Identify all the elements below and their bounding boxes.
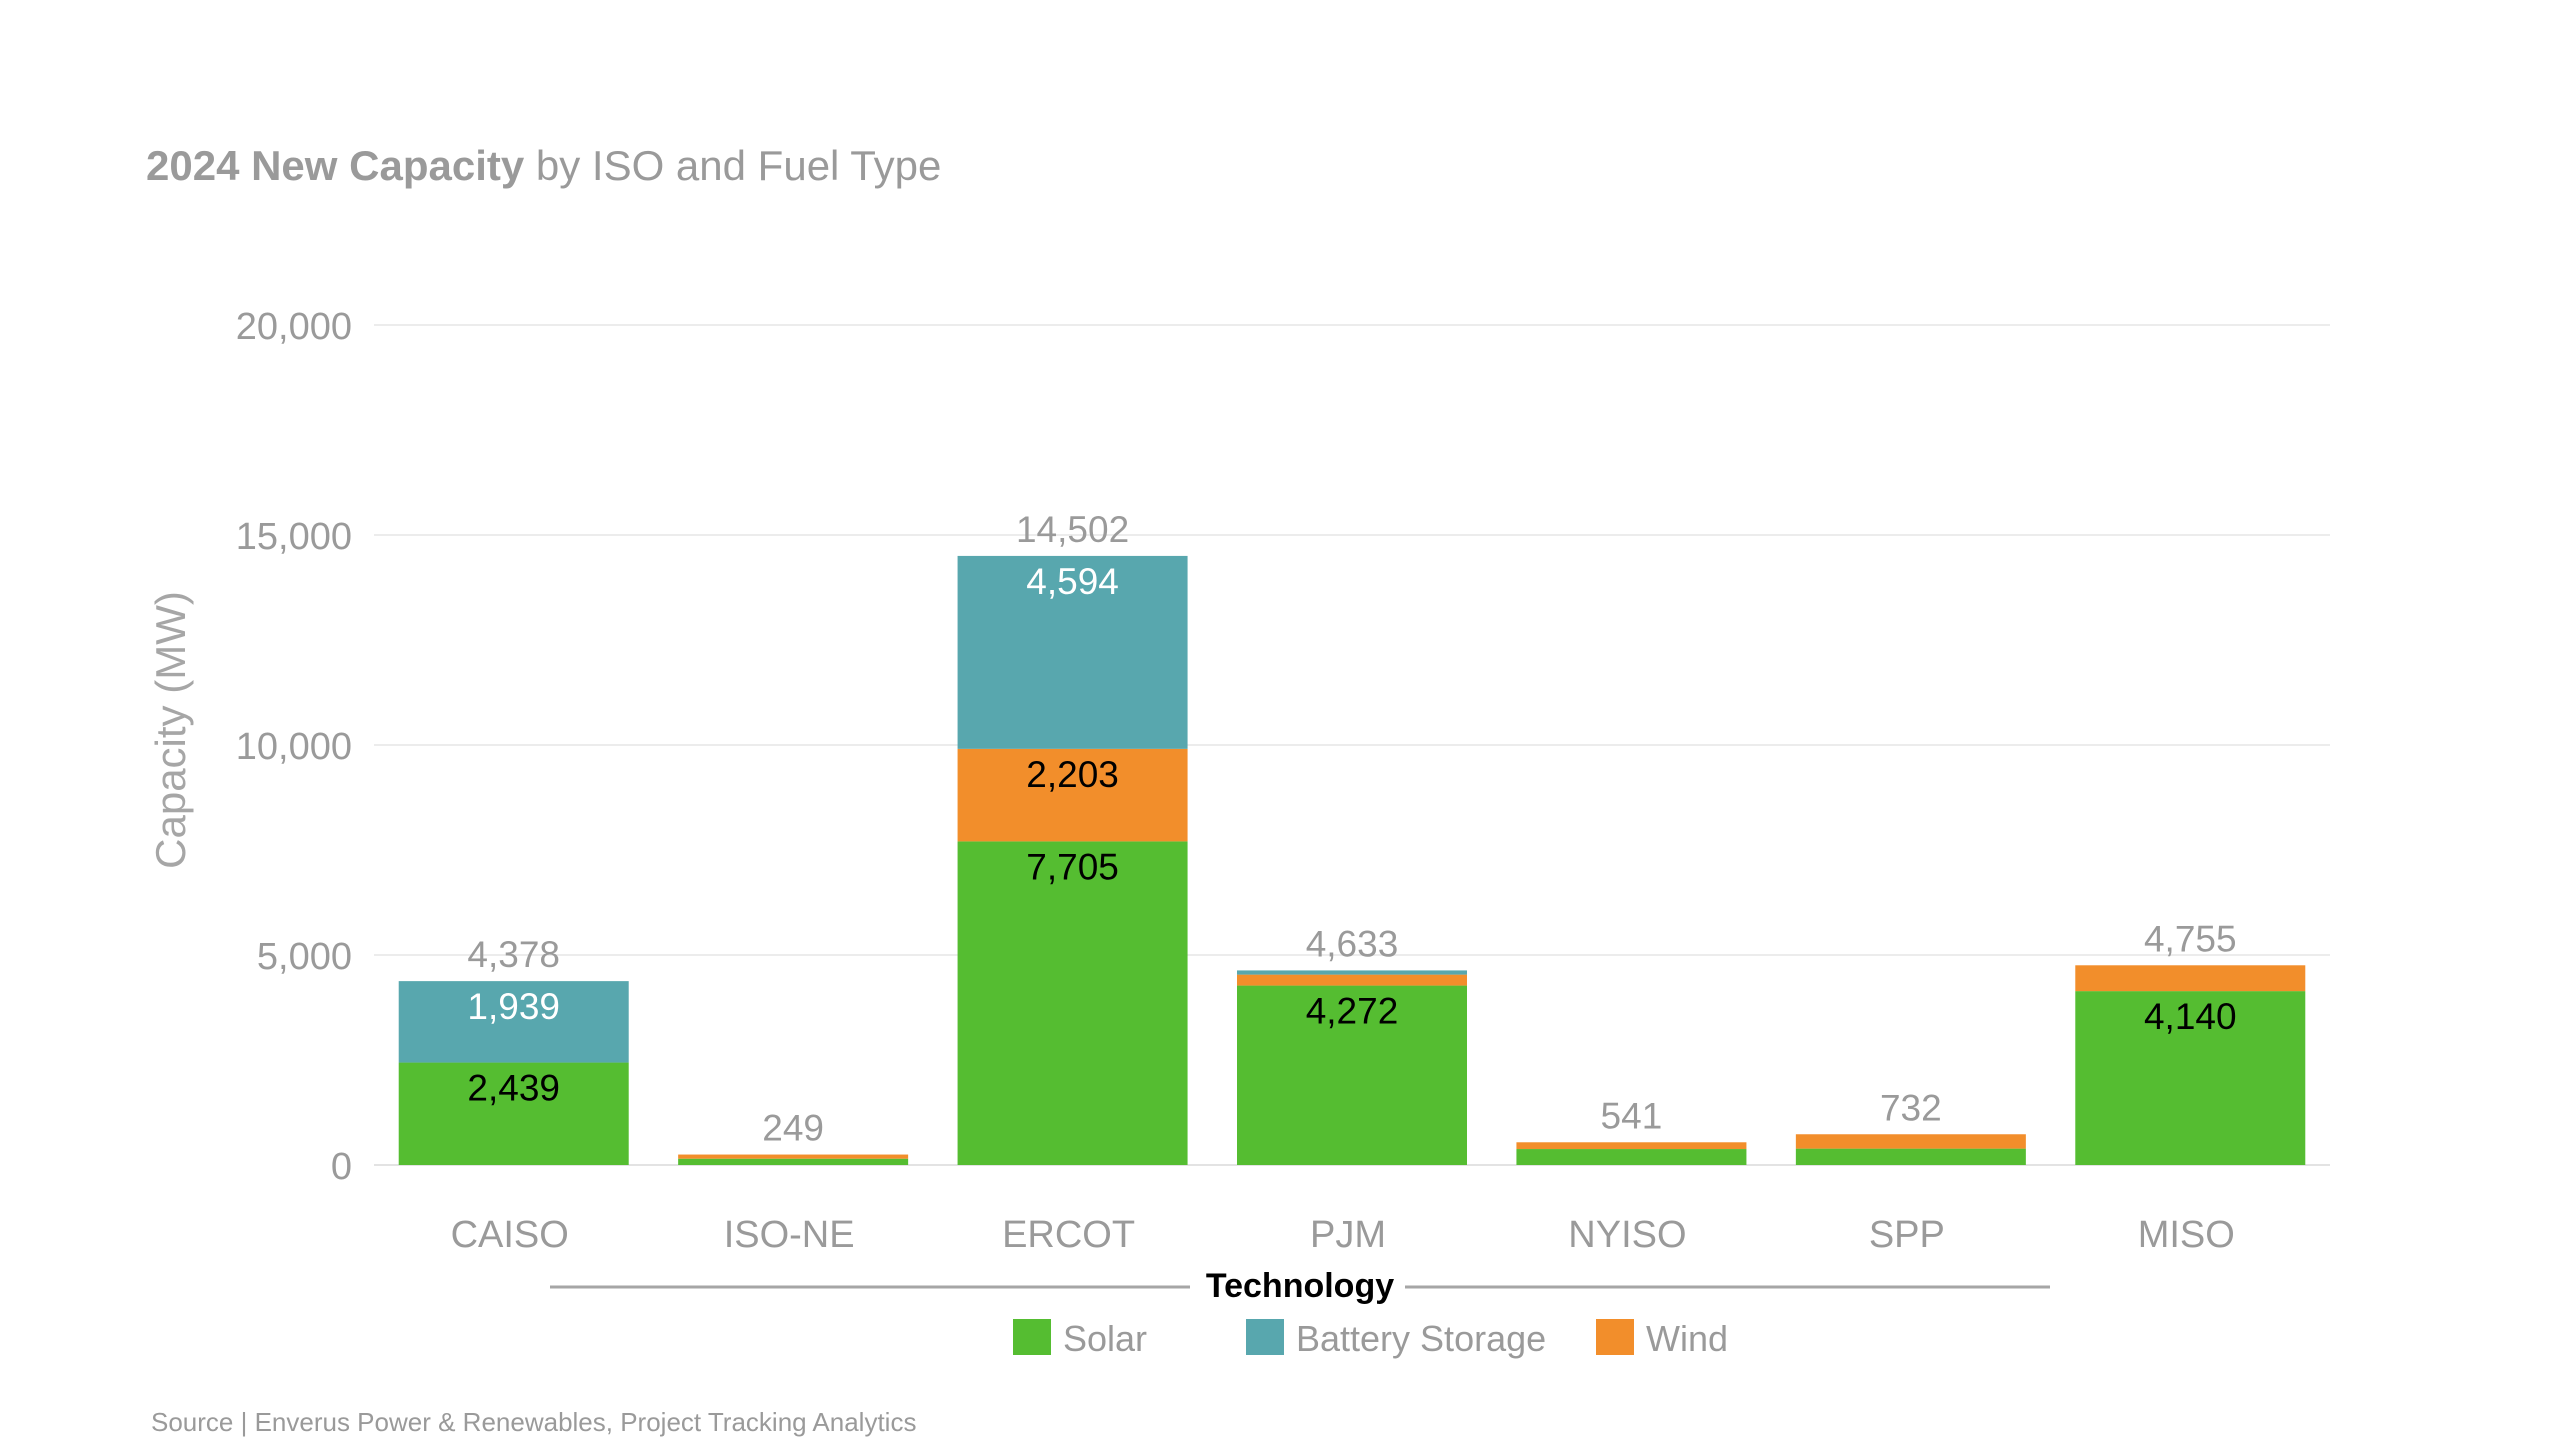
legend-item-battery-storage: Battery Storage (1246, 1318, 1546, 1359)
bar-wind-spp (1795, 1134, 2026, 1149)
legend-items: Solar Battery Storage Wind (1013, 1318, 1728, 1359)
bars (398, 555, 2306, 1165)
data-label-battery-storage-caiso: 1,939 (467, 986, 560, 1027)
legend: Technology Solar Battery Storage Wind (550, 1267, 2050, 1359)
total-label-caiso: 4,378 (467, 934, 560, 975)
total-label-iso-ne: 249 (762, 1108, 824, 1149)
legend-label-battery-storage: Battery Storage (1296, 1318, 1546, 1359)
y-axis-ticks: 0 5,000 10,000 15,000 20,000 (236, 306, 352, 1188)
x-tick-label-caiso: CAISO (451, 1214, 569, 1256)
total-label-nyiso: 541 (1601, 1095, 1663, 1136)
bar-wind-nyiso (1516, 1142, 1747, 1150)
bar-wind-ercot (957, 748, 1188, 842)
x-tick-label-miso: MISO (2138, 1214, 2235, 1256)
y-tick-label: 15,000 (236, 516, 352, 558)
data-label-wind-ercot: 2,203 (1026, 754, 1119, 795)
total-label-ercot: 14,502 (1016, 509, 1129, 550)
legend-item-wind: Wind (1596, 1318, 1728, 1359)
legend-title: Technology (1206, 1267, 1394, 1305)
x-tick-label-spp: SPP (1869, 1214, 1945, 1256)
total-label-miso: 4,755 (2144, 918, 2237, 959)
data-labels: 2,439 1,939 4,378 249 7,705 2,203 4,594 14,502 4… (467, 509, 2236, 1149)
y-tick-label: 10,000 (236, 726, 352, 768)
bar-wind-iso-ne (678, 1154, 909, 1159)
y-tick-label: 5,000 (257, 936, 352, 978)
legend-item-solar: Solar (1013, 1318, 1147, 1359)
bar-wind-pjm (1237, 974, 1467, 986)
legend-swatch-solar (1013, 1319, 1051, 1355)
total-label-pjm: 4,633 (1306, 923, 1399, 964)
x-tick-label-nyiso: NYISO (1568, 1214, 1686, 1256)
bar-solar-caiso (398, 1062, 629, 1165)
total-label-spp: 732 (1880, 1087, 1942, 1128)
data-label-solar-ercot: 7,705 (1026, 846, 1119, 887)
bar-battery-storage-caiso (398, 981, 629, 1063)
data-label-solar-pjm: 4,272 (1306, 991, 1399, 1032)
chart-title: 2024 New Capacity by ISO and Fuel Type (146, 142, 941, 189)
data-label-battery-storage-ercot: 4,594 (1026, 561, 1119, 602)
bar-battery-storage-pjm (1237, 970, 1467, 975)
x-axis-ticks: CAISO ISO-NE ERCOT PJM NYISO SPP MISO (451, 1214, 2235, 1256)
data-label-solar-miso: 4,140 (2144, 996, 2237, 1037)
y-tick-label: 20,000 (236, 306, 352, 348)
data-label-solar-caiso: 2,439 (467, 1068, 560, 1109)
y-axis-label: Capacity (MW) (147, 591, 194, 869)
chart-title-rest: by ISO and Fuel Type (524, 142, 941, 189)
legend-swatch-battery-storage (1246, 1319, 1284, 1355)
x-tick-label-pjm: PJM (1310, 1214, 1386, 1256)
legend-label-solar: Solar (1063, 1318, 1147, 1359)
bar-solar-miso (2075, 991, 2306, 1165)
x-tick-label-iso-ne: ISO-NE (724, 1214, 855, 1256)
bar-battery-storage-ercot (957, 555, 1188, 749)
bar-solar-ercot (957, 841, 1188, 1165)
bar-solar-nyiso (1516, 1149, 1747, 1165)
source-note: Source | Enverus Power & Renewables, Pro… (151, 1407, 916, 1437)
bar-solar-spp (1795, 1148, 2026, 1165)
x-tick-label-ercot: ERCOT (1002, 1214, 1135, 1256)
bar-solar-pjm (1237, 985, 1467, 1165)
bar-wind-miso (2075, 965, 2306, 992)
y-tick-label: 0 (331, 1146, 352, 1188)
bar-solar-iso-ne (678, 1158, 909, 1165)
legend-label-wind: Wind (1646, 1318, 1728, 1359)
chart-title-strong: 2024 New Capacity (146, 142, 525, 189)
legend-swatch-wind (1596, 1319, 1634, 1355)
